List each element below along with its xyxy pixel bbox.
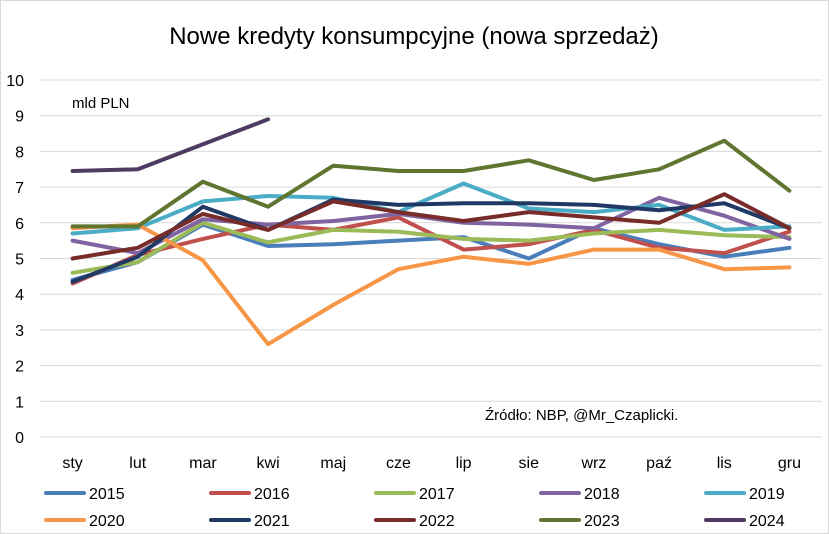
legend-label-2015: 2015 (89, 486, 125, 503)
chart-title: Nowe kredyty konsumpcyjne (nowa sprzedaż… (169, 23, 659, 50)
y-tick-label: 6 (15, 216, 24, 233)
x-tick-label: wrz (580, 455, 606, 472)
x-tick-label: paź (646, 455, 672, 472)
legend-label-2023: 2023 (584, 513, 620, 530)
y-tick-label: 1 (15, 394, 24, 411)
source-note: Źródło: NBP, @Mr_Czaplicki. (485, 407, 678, 424)
y-axis-ticks: 0 1 2 3 4 5 6 7 8 9 10 (6, 73, 24, 447)
legend-label-2016: 2016 (254, 486, 290, 503)
x-tick-label: cze (386, 455, 411, 472)
y-tick-label: 7 (15, 180, 24, 197)
x-tick-label: maj (320, 455, 346, 472)
x-tick-label: lut (129, 455, 146, 472)
legend-label-2022: 2022 (419, 513, 455, 530)
y-tick-label: 9 (15, 109, 24, 126)
y-tick-label: 4 (15, 287, 24, 304)
series-line-2022 (70, 192, 792, 261)
x-tick-label: sty (62, 455, 82, 472)
x-tick-label: lip (456, 455, 472, 472)
series-line-2017 (70, 220, 792, 275)
series-line-2024 (70, 117, 271, 173)
y-tick-label: 2 (15, 359, 24, 376)
legend-label-2024: 2024 (749, 513, 785, 530)
gridlines (40, 79, 822, 438)
legend-label-2018: 2018 (584, 486, 620, 503)
legend-label-2021: 2021 (254, 513, 290, 530)
y-tick-label: 3 (15, 323, 24, 340)
legend-label-2017: 2017 (419, 486, 455, 503)
legend-label-2019: 2019 (749, 486, 785, 503)
y-tick-label: 10 (6, 73, 24, 90)
unit-label: mld PLN (72, 95, 130, 112)
series-lines (70, 117, 792, 347)
y-tick-label: 5 (15, 252, 24, 269)
x-tick-label: sie (519, 455, 540, 472)
y-tick-label: 8 (15, 144, 24, 161)
x-tick-label: kwi (257, 455, 280, 472)
x-axis-ticks: sty lut mar kwi maj cze lip sie wrz paź lis gru (62, 455, 801, 472)
legend: 2015 2016 2017 2018 2019 2020 2021 2022 2023 2024 (44, 486, 785, 530)
x-tick-label: mar (189, 455, 217, 472)
y-tick-label: 0 (15, 430, 24, 447)
x-tick-label: lis (717, 455, 732, 472)
x-tick-label: gru (778, 455, 801, 472)
series-line-2020 (70, 222, 792, 347)
series-line-2023 (70, 138, 792, 229)
series-line-2021 (70, 197, 792, 284)
legend-label-2020: 2020 (89, 513, 125, 530)
